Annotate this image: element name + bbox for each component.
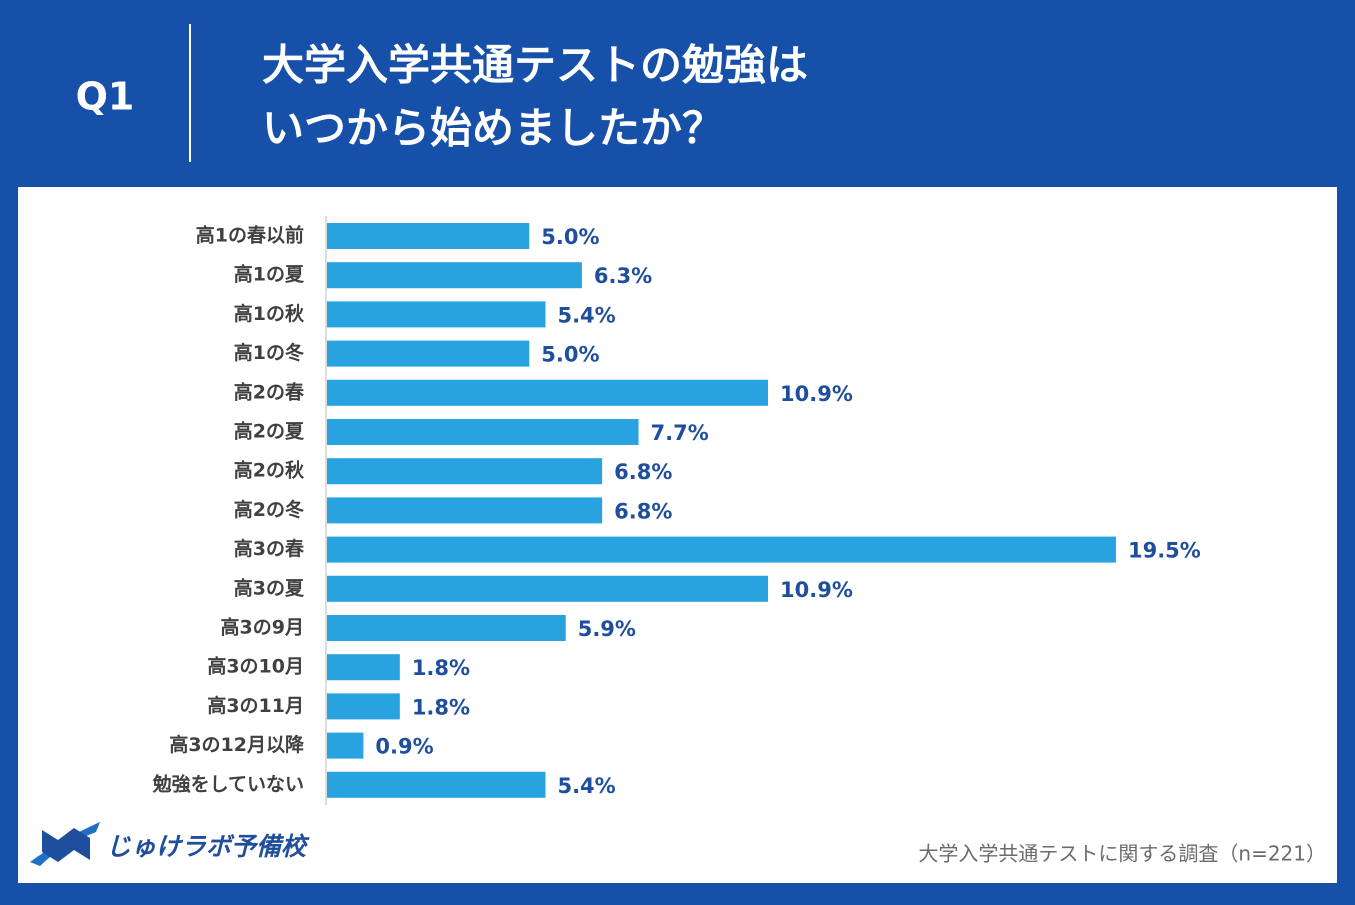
bar [327,771,546,798]
bar [327,654,400,681]
bar [327,301,546,328]
value-label: 1.8% [412,656,470,680]
logo: じゅけラボ予備校 [30,822,310,866]
bar [327,732,364,759]
category-label: 高3の春 [234,537,304,560]
category-label: 高3の10月 [207,655,304,678]
value-label: 6.3% [594,264,652,288]
bar [327,379,769,406]
value-label: 1.8% [412,695,470,719]
bar [327,497,603,524]
category-label: 高3の12月以降 [169,733,305,756]
category-label: 高1の夏 [234,263,305,286]
value-label: 6.8% [614,460,672,484]
chart-title: 大学入学共通テストの勉強は [262,41,808,90]
category-label: 高1の秋 [234,302,305,325]
question-label: Q1 [76,75,135,119]
category-label: 高3の11月 [207,694,304,717]
bar [327,536,1116,563]
logo-text: じゅけラボ予備校 [106,832,310,861]
category-label: 高2の秋 [234,459,305,482]
value-label: 5.4% [557,774,615,798]
category-label: 高2の春 [234,380,304,403]
bar [327,340,530,367]
value-label: 6.8% [614,499,672,523]
bar [327,262,582,289]
category-label: 高1の春以前 [196,224,304,247]
value-label: 10.9% [780,578,853,602]
category-label: 高3の夏 [234,576,305,599]
category-label: 高2の夏 [234,420,305,443]
category-label: 高1の冬 [234,341,304,364]
panel [18,187,1337,883]
value-label: 5.0% [541,225,599,249]
category-label: 高3の9月 [221,616,304,639]
bar [327,419,639,445]
logo-book [42,828,90,862]
value-label: 10.9% [780,382,853,406]
bar [327,615,566,641]
value-label: 5.4% [557,303,615,327]
bar [327,575,769,602]
source-note: 大学入学共通テストに関する調査（n=221） [918,842,1326,866]
value-label: 19.5% [1128,539,1201,563]
value-label: 5.9% [578,617,636,641]
value-label: 7.7% [651,421,709,445]
value-label: 0.9% [375,735,433,759]
chart-title: いつから始めましたか？ [262,104,724,153]
bar [327,223,530,249]
category-label: 勉強をしていない [152,772,304,795]
value-label: 5.0% [541,343,599,367]
category-label: 高2の冬 [234,498,304,521]
bar [327,458,603,485]
bar [327,693,400,720]
